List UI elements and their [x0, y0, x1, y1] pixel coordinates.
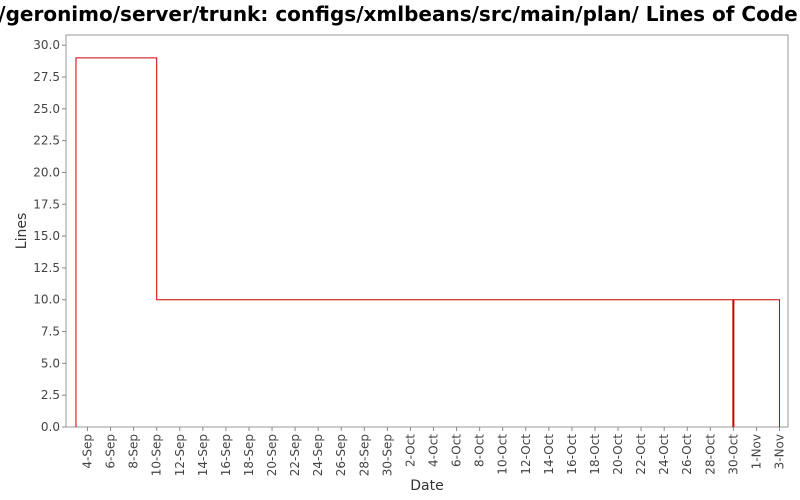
- x-tick-label: 14-Sep: [196, 434, 210, 476]
- y-tick-label: 25.0: [33, 102, 60, 116]
- y-tick-label: 15.0: [33, 229, 60, 243]
- x-tick-label: 1-Nov: [749, 434, 763, 469]
- x-tick-label: 8-Oct: [473, 434, 487, 467]
- x-tick-label: 18-Sep: [242, 434, 256, 476]
- series-line: [75, 57, 780, 427]
- y-tick-label: 0.0: [41, 420, 60, 434]
- chart-title: /geronimo/server/trunk: configs/xmlbeans…: [0, 2, 798, 26]
- x-tick-label: 6-Oct: [450, 434, 464, 467]
- x-tick-label: 4-Sep: [81, 434, 95, 469]
- x-tick-label: 8-Sep: [127, 434, 141, 469]
- y-axis: 0.0 2.5 5.0 7.5 10.0 12.5 15.0 17.5 20.0 22.5 25.0…: [33, 38, 66, 434]
- y-tick-label: 17.5: [33, 197, 60, 211]
- y-tick-label: 7.5: [41, 325, 60, 339]
- x-tick-label: 26-Sep: [334, 434, 348, 476]
- x-tick-label: 16-Oct: [565, 434, 579, 475]
- x-tick-label: 4-Oct: [427, 434, 441, 467]
- y-tick-label: 30.0: [33, 38, 60, 52]
- x-tick-label: 3-Nov: [773, 434, 787, 469]
- y-tick-label: 10.0: [33, 293, 60, 307]
- x-tick-label: 28-Oct: [703, 434, 717, 475]
- x-tick-label: 12-Sep: [173, 434, 187, 476]
- x-tick-label: 20-Oct: [611, 434, 625, 475]
- x-tick-label: 14-Oct: [542, 434, 556, 475]
- x-tick-label: 6-Sep: [104, 434, 118, 469]
- y-tick-label: 20.0: [33, 165, 60, 179]
- y-tick-label: 12.5: [33, 261, 60, 275]
- x-tick-label: 20-Sep: [265, 434, 279, 476]
- x-tick-label: 26-Oct: [680, 434, 694, 475]
- y-tick-label: 22.5: [33, 134, 60, 148]
- x-axis-label: Date: [410, 478, 443, 494]
- x-axis: 4-Sep 6-Sep 8-Sep 10-Sep 12-Sep 14-Sep 16-Sep 1…: [81, 427, 787, 476]
- y-tick-label: 2.5: [41, 388, 60, 402]
- x-tick-label: 22-Oct: [634, 434, 648, 475]
- x-tick-label: 2-Oct: [403, 434, 417, 467]
- plot-area: [65, 34, 789, 428]
- x-tick-label: 24-Sep: [311, 434, 325, 476]
- y-tick-label: 27.5: [33, 70, 60, 84]
- y-axis-label: Lines: [14, 213, 30, 249]
- x-tick-label: 10-Sep: [150, 434, 164, 476]
- series-layer: [75, 57, 780, 427]
- x-tick-label: 10-Oct: [496, 434, 510, 475]
- x-tick-label: 28-Sep: [357, 434, 371, 476]
- x-tick-label: 30-Oct: [726, 434, 740, 475]
- x-tick-label: 24-Oct: [657, 434, 671, 475]
- x-tick-label: 22-Sep: [288, 434, 302, 476]
- x-tick-label: 30-Sep: [380, 434, 394, 476]
- x-tick-label: 18-Oct: [588, 434, 602, 475]
- y-tick-label: 5.0: [41, 356, 60, 370]
- x-tick-label: 12-Oct: [519, 434, 533, 475]
- x-tick-label: 16-Sep: [219, 434, 233, 476]
